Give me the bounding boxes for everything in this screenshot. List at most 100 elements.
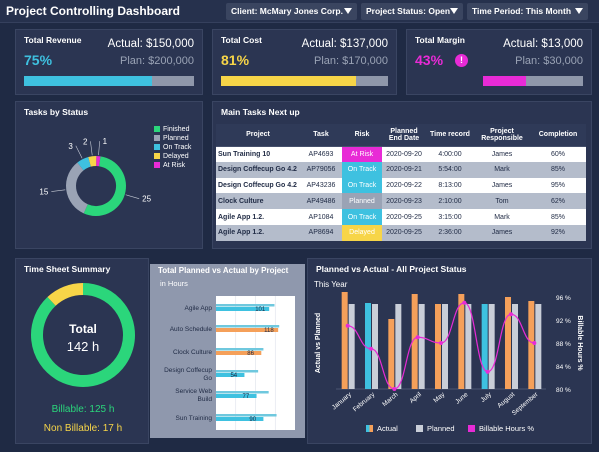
kpi-plan: Plan: $200,000: [119, 55, 194, 67]
x-tick-label: May: [432, 391, 446, 405]
planned-bar[interactable]: [488, 304, 495, 389]
donut-slice[interactable]: [31, 283, 135, 387]
planned-bar[interactable]: [216, 391, 269, 394]
main-tasks-table: Project Task Risk Planned End Date Time …: [216, 124, 586, 241]
actual-bar[interactable]: [216, 307, 270, 311]
planned-bar[interactable]: [442, 304, 448, 389]
donut-slice[interactable]: [88, 156, 97, 167]
column-header[interactable]: Risk: [342, 124, 382, 147]
actual-bar[interactable]: [481, 304, 488, 389]
billable-hours-point[interactable]: [485, 369, 490, 374]
column-header[interactable]: Planned End Date: [382, 124, 426, 147]
actual-bar[interactable]: [365, 303, 371, 389]
panel-subtitle: This Year: [314, 280, 348, 289]
legend-swatch: [154, 144, 160, 151]
column-header[interactable]: Completion: [530, 124, 586, 147]
donut-slice[interactable]: [83, 156, 126, 216]
actual-bar[interactable]: [216, 417, 264, 421]
actual-bar[interactable]: [411, 294, 418, 389]
actual-bar[interactable]: [216, 351, 262, 355]
table-row[interactable]: Clock Culture AP49486 Planned 2020-09-23 2:1…: [216, 193, 586, 210]
chevron-down-icon: [450, 8, 458, 14]
x-tick-label: June: [454, 391, 470, 406]
actual-bar[interactable]: [216, 394, 257, 398]
x-tick-label: January: [331, 391, 354, 412]
risk-cell: On Track: [342, 177, 382, 194]
time-record-cell: 3:15:00: [426, 209, 474, 225]
table-row[interactable]: Agile App 1.2. AP1084 On Track 2020-09-25 3:…: [216, 209, 586, 225]
client-filter-dropdown[interactable]: Client: McMary Jones Corp.: [226, 3, 357, 20]
time-period-filter-label: Time Period: This Month: [472, 6, 572, 16]
responsible-cell: James: [474, 146, 530, 162]
warning-icon: !: [455, 54, 468, 67]
billable-hours-point[interactable]: [415, 335, 420, 340]
status-donut-chart: 25 15 3 2 1: [39, 137, 152, 216]
table-row[interactable]: Design Coffecup Go 4.2 AP79056 On Track 202…: [216, 161, 586, 178]
billable-hours-point[interactable]: [345, 323, 350, 328]
responsible-cell: Mark: [474, 161, 530, 178]
time-period-filter-dropdown[interactable]: Time Period: This Month: [467, 3, 588, 20]
completion-cell: 92%: [530, 224, 586, 241]
planned-bar[interactable]: [216, 348, 264, 351]
planned-bar[interactable]: [512, 304, 518, 389]
donut-slice[interactable]: [66, 162, 89, 214]
column-header[interactable]: Task: [300, 124, 342, 147]
billable-hours-point[interactable]: [439, 341, 443, 345]
risk-cell: Planned: [342, 193, 382, 210]
table-row[interactable]: Agile App 1.2. AP8694 Delayed 2020-09-25 2:3…: [216, 224, 586, 241]
client-filter-label: Client: McMary Jones Corp.: [231, 6, 343, 16]
planned-bar[interactable]: [465, 304, 472, 389]
billable-hours-point[interactable]: [509, 312, 513, 317]
actual-bar[interactable]: [388, 319, 395, 389]
billable-hours-point[interactable]: [369, 346, 373, 351]
billable-hours-point[interactable]: [532, 341, 537, 345]
column-header[interactable]: Project: [216, 124, 300, 147]
actual-bar[interactable]: [458, 294, 465, 389]
donut-slice[interactable]: [77, 157, 92, 171]
time-record-cell: 2:36:00: [426, 224, 474, 241]
legend-label: Planned: [427, 424, 455, 433]
kpi-actual: Actual: $13,000: [503, 38, 583, 50]
end-date-cell: 2020-09-20: [382, 146, 426, 162]
column-header[interactable]: Project Responsible: [474, 124, 530, 147]
panel-title: Planned vs Actual - All Project Status: [316, 264, 467, 274]
actual-bar[interactable]: [528, 301, 535, 389]
table-row[interactable]: Design Coffecup Go 4.2 AP43236 On Track 202…: [216, 177, 586, 194]
actual-bar[interactable]: [216, 328, 279, 332]
actual-bar[interactable]: [435, 304, 441, 389]
legend-item: On Track: [154, 144, 191, 151]
billable-hours-point[interactable]: [392, 387, 397, 391]
planned-bar[interactable]: [395, 304, 402, 389]
planned-bar[interactable]: [216, 325, 280, 328]
planned-bar[interactable]: [418, 304, 425, 389]
planned-bar[interactable]: [535, 304, 542, 389]
kpi-percent: 81%: [221, 52, 250, 68]
legend-swatch: [154, 153, 160, 160]
table-row[interactable]: Sun Training 10 AP4693 At Risk 2020-09-20 4:…: [216, 146, 586, 162]
legend-swatch: [416, 425, 423, 432]
planned-bar[interactable]: [216, 414, 277, 417]
category-label: Go: [203, 375, 212, 382]
planned-bar[interactable]: [216, 370, 259, 373]
donut-slice[interactable]: [47, 283, 84, 306]
planned-bar[interactable]: [372, 304, 378, 389]
panel-title: Time Sheet Summary: [24, 264, 111, 274]
project-cell: Design Coffecup Go 4.2: [216, 161, 300, 178]
project-cell: Clock Culture: [216, 193, 300, 210]
billable-hours-point[interactable]: [462, 300, 467, 305]
slice-value-label: 25: [142, 195, 151, 204]
column-header[interactable]: Time record: [426, 124, 474, 147]
kpi-percent: 75%: [24, 52, 53, 68]
actual-bar[interactable]: [341, 292, 348, 389]
legend-label: Billable Hours %: [479, 424, 534, 433]
status-filter-dropdown[interactable]: Project Status: Open: [361, 3, 463, 20]
y2-tick-label: 88 %: [556, 341, 571, 348]
x-tick-label: April: [408, 391, 423, 405]
kpi-title: Total Margin: [415, 35, 465, 45]
planned-bar[interactable]: [348, 304, 355, 389]
actual-bar[interactable]: [505, 297, 511, 389]
planned-bar[interactable]: [216, 304, 275, 307]
timesheet-panel: Time Sheet Summary Total 142 h Billable:…: [15, 258, 149, 444]
actual-bar[interactable]: [216, 373, 245, 377]
legend-label: Delayed: [163, 153, 189, 160]
